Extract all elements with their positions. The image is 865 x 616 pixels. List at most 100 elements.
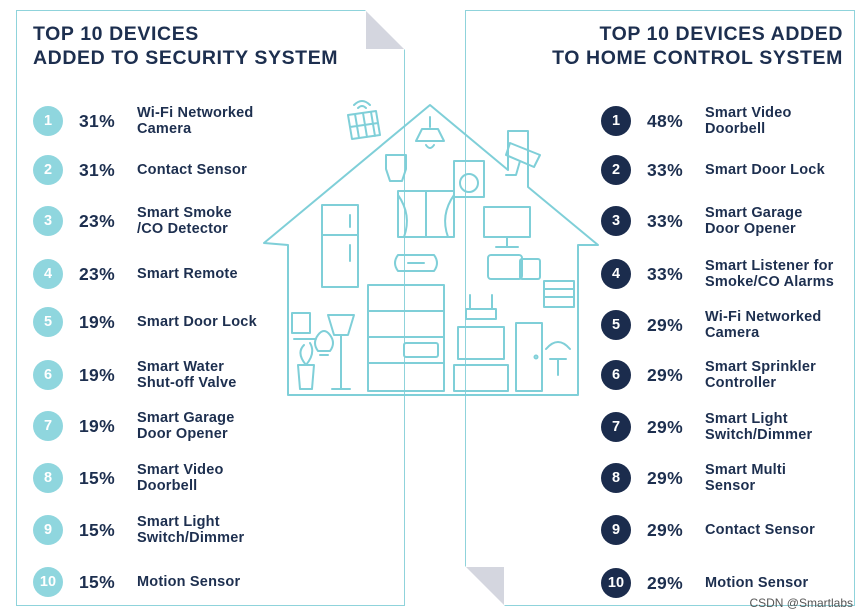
security-panel xyxy=(16,10,405,606)
device-label: Smart Remote xyxy=(137,266,238,282)
percent-value: 29% xyxy=(647,467,683,488)
device-label: Smart Garage Door Opener xyxy=(705,205,803,237)
device-label: Contact Sensor xyxy=(137,162,247,178)
house-outline xyxy=(263,104,599,396)
digital-clock-icon xyxy=(403,342,439,358)
rank-badge: 1 xyxy=(33,106,63,136)
outlet-icon xyxy=(519,258,541,280)
rank-badge: 7 xyxy=(33,411,63,441)
percent-value: 23% xyxy=(79,263,115,284)
smart-house-illustration xyxy=(263,100,599,396)
percent-value: 48% xyxy=(647,110,683,131)
rank-badge: 3 xyxy=(601,206,631,236)
device-row: 10 15% Motion Sensor xyxy=(33,565,287,599)
page-fold-shade xyxy=(366,11,404,49)
rank-badge: 6 xyxy=(33,360,63,390)
floor-lamp-icon xyxy=(327,314,355,390)
garage-door-icon xyxy=(543,280,575,308)
device-label: Smart Water Shut-off Valve xyxy=(137,359,237,391)
device-row: 3 33% Smart Garage Door Opener xyxy=(601,204,850,238)
device-row: 9 15% Smart Light Switch/Dimmer xyxy=(33,513,287,547)
device-row: 2 31% Contact Sensor xyxy=(33,153,287,187)
device-row: 8 15% Smart Video Doorbell xyxy=(33,461,287,495)
device-label: Smart Garage Door Opener xyxy=(137,410,235,442)
router-icon xyxy=(394,254,438,272)
security-camera-icon xyxy=(505,142,541,176)
percent-value: 29% xyxy=(647,364,683,385)
rank-badge: 3 xyxy=(33,206,63,236)
percent-value: 19% xyxy=(79,364,115,385)
device-label: Smart Multi Sensor xyxy=(705,462,787,494)
rank-badge: 2 xyxy=(601,155,631,185)
door-lock-icon xyxy=(291,312,317,340)
device-row: 4 23% Smart Remote xyxy=(33,257,287,291)
device-label: Smart Smoke /CO Detector xyxy=(137,205,232,237)
rank-badge: 5 xyxy=(601,310,631,340)
device-row: 7 19% Smart Garage Door Opener xyxy=(33,409,287,443)
device-row: 5 29% Wi-Fi Networked Camera xyxy=(601,308,850,342)
rank-badge: 5 xyxy=(33,307,63,337)
percent-value: 29% xyxy=(647,519,683,540)
rank-badge: 7 xyxy=(601,412,631,442)
percent-value: 23% xyxy=(79,210,115,231)
device-row: 10 29% Motion Sensor xyxy=(601,566,850,600)
sprinkler-icon xyxy=(545,341,571,376)
percent-value: 29% xyxy=(647,416,683,437)
rank-badge: 10 xyxy=(601,568,631,598)
device-row: 7 29% Smart Light Switch/Dimmer xyxy=(601,410,850,444)
percent-value: 31% xyxy=(79,110,115,131)
device-label: Smart Video Doorbell xyxy=(137,462,224,494)
device-row: 4 33% Smart Listener for Smoke/CO Alarms xyxy=(601,257,850,291)
percent-value: 19% xyxy=(79,415,115,436)
rank-badge: 9 xyxy=(601,515,631,545)
device-row: 6 29% Smart Sprinkler Controller xyxy=(601,358,850,392)
wifi-icon xyxy=(353,100,371,109)
device-row: 5 19% Smart Door Lock xyxy=(33,305,287,339)
device-label: Contact Sensor xyxy=(705,522,815,538)
home-control-title-line-1: TOP 10 DEVICES ADDED xyxy=(599,23,843,45)
device-row: 1 48% Smart Video Doorbell xyxy=(601,104,850,138)
light-bulb-icon xyxy=(314,330,334,356)
home-control-title-line-2: TO HOME CONTROL SYSTEM xyxy=(552,47,843,69)
shelf-icon xyxy=(367,284,445,392)
device-label: Smart Video Doorbell xyxy=(705,105,792,137)
monitor-icon xyxy=(483,206,531,248)
fridge-icon xyxy=(321,204,359,288)
device-label: Motion Sensor xyxy=(705,575,809,591)
device-row: 3 23% Smart Smoke /CO Detector xyxy=(33,204,287,238)
percent-value: 31% xyxy=(79,159,115,180)
rank-badge: 8 xyxy=(601,463,631,493)
device-row: 8 29% Smart Multi Sensor xyxy=(601,461,850,495)
device-row: 6 19% Smart Water Shut-off Valve xyxy=(33,358,287,392)
device-label: Motion Sensor xyxy=(137,574,241,590)
device-label: Smart Door Lock xyxy=(137,314,257,330)
toilet-icon xyxy=(385,154,407,182)
device-label: Smart Door Lock xyxy=(705,162,825,178)
ceiling-lamp-icon xyxy=(415,116,445,149)
rank-badge: 4 xyxy=(601,259,631,289)
percent-value: 33% xyxy=(647,210,683,231)
page-fold-shade xyxy=(466,567,504,605)
rank-badge: 2 xyxy=(33,155,63,185)
plant-icon xyxy=(297,342,315,390)
wifi-router-icon xyxy=(465,294,497,320)
percent-value: 19% xyxy=(79,311,115,332)
tv-icon xyxy=(453,326,509,392)
security-title-line-2: ADDED TO SECURITY SYSTEM xyxy=(33,47,339,69)
device-label: Smart Sprinkler Controller xyxy=(705,359,816,391)
washing-machine-icon xyxy=(453,160,485,198)
device-row: 2 33% Smart Door Lock xyxy=(601,153,850,187)
home-control-title: TOP 10 DEVICES ADDED TO HOME CONTROL SYS… xyxy=(513,22,843,70)
rank-badge: 6 xyxy=(601,360,631,390)
device-row: 1 31% Wi-Fi Networked Camera xyxy=(33,104,287,138)
solar-panel-icon xyxy=(347,110,381,140)
rank-badge: 9 xyxy=(33,515,63,545)
percent-value: 15% xyxy=(79,519,115,540)
security-title-line-1: TOP 10 DEVICES xyxy=(33,23,199,45)
percent-value: 33% xyxy=(647,263,683,284)
door-icon xyxy=(515,322,543,392)
device-label: Wi-Fi Networked Camera xyxy=(705,309,822,341)
security-title: TOP 10 DEVICES ADDED TO SECURITY SYSTEM xyxy=(33,22,353,70)
device-label: Smart Light Switch/Dimmer xyxy=(705,411,813,443)
device-row: 9 29% Contact Sensor xyxy=(601,513,850,547)
